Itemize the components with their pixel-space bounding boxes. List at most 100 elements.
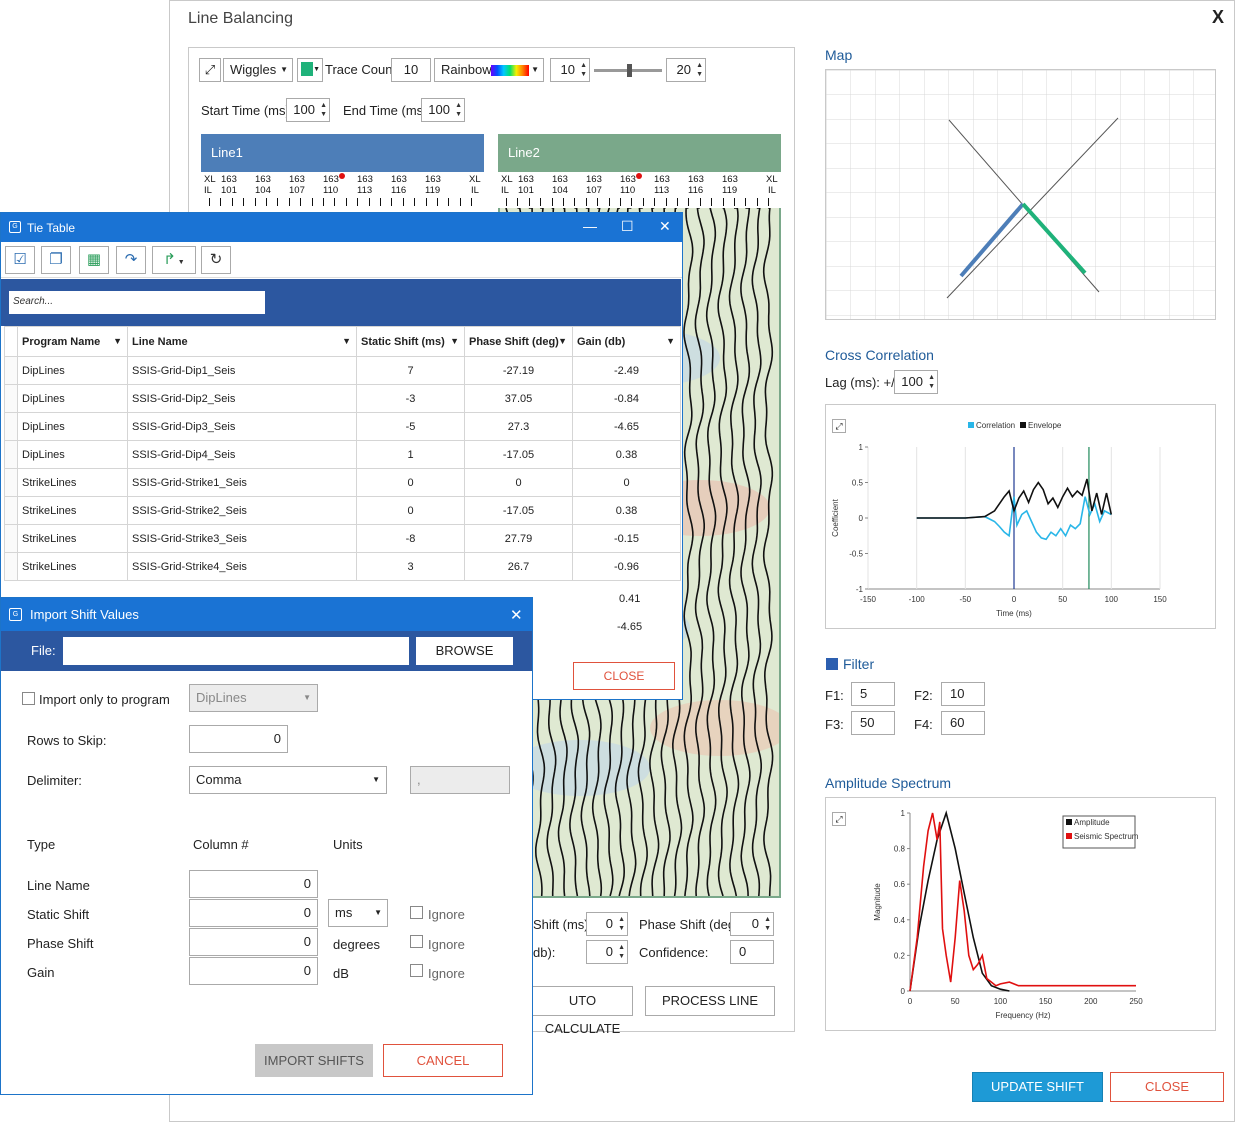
- row-selector[interactable]: [4, 524, 18, 553]
- table-row[interactable]: StrikeLines SSIS-Grid-Strike2_Seis 0 -17.05…: [4, 496, 681, 525]
- gain-spinner[interactable]: 0: [586, 940, 628, 964]
- static-ignore-checkbox[interactable]: [410, 906, 423, 919]
- copy-icon[interactable]: ❐: [41, 246, 71, 274]
- close-button[interactable]: CLOSE: [1110, 1072, 1224, 1102]
- close-icon[interactable]: ✕: [659, 218, 671, 234]
- line-name-column-input[interactable]: 0: [189, 870, 318, 898]
- table-cell[interactable]: -0.15: [572, 524, 681, 553]
- phase-shift-spinner[interactable]: 0: [730, 912, 774, 936]
- table-cell[interactable]: DipLines: [17, 412, 128, 441]
- row-selector[interactable]: [4, 412, 18, 441]
- close-icon[interactable]: ✕: [510, 607, 523, 624]
- import-shifts-button[interactable]: IMPORT SHIFTS: [255, 1044, 373, 1077]
- row-selector[interactable]: [4, 468, 18, 497]
- table-cell[interactable]: StrikeLines: [17, 552, 128, 581]
- refresh-icon[interactable]: ↻: [201, 246, 231, 274]
- table-cell[interactable]: SSIS-Grid-Strike2_Seis: [127, 496, 357, 525]
- table-cell[interactable]: 0.38: [572, 440, 681, 469]
- table-cell[interactable]: -3: [356, 384, 465, 413]
- confidence-input[interactable]: 0: [730, 940, 774, 964]
- check-all-icon[interactable]: ☑: [5, 246, 35, 274]
- import-only-checkbox[interactable]: [22, 692, 35, 705]
- table-cell[interactable]: 1: [356, 440, 465, 469]
- f1-input[interactable]: 5: [851, 682, 895, 706]
- column-header[interactable]: Phase Shift (deg) ▼: [464, 326, 573, 357]
- tie-table-close-button[interactable]: CLOSE: [573, 662, 675, 690]
- close-icon[interactable]: X: [1211, 7, 1224, 27]
- table-cell[interactable]: SSIS-Grid-Dip3_Seis: [127, 412, 357, 441]
- table-cell[interactable]: 0: [464, 468, 573, 497]
- static-shift-column-input[interactable]: 0: [189, 899, 318, 927]
- start-time-spinner[interactable]: 100: [286, 98, 330, 122]
- export-icon[interactable]: ↱ ▼: [152, 246, 196, 274]
- table-cell[interactable]: StrikeLines: [17, 468, 128, 497]
- table-cell[interactable]: SSIS-Grid-Strike3_Seis: [127, 524, 357, 553]
- table-cell[interactable]: -0.84: [572, 384, 681, 413]
- table-row[interactable]: DipLines SSIS-Grid-Dip1_Seis 7 -27.19 -2.49: [4, 356, 681, 385]
- table-cell[interactable]: 3: [356, 552, 465, 581]
- update-shift-table-button[interactable]: UPDATE SHIFT TABLE: [972, 1072, 1103, 1122]
- column-header[interactable]: Static Shift (ms) ▼: [356, 326, 465, 357]
- map-view[interactable]: [825, 69, 1216, 320]
- f4-input[interactable]: 60: [941, 711, 985, 735]
- maximize-icon[interactable]: ☐: [621, 218, 634, 234]
- fit-view-button[interactable]: ⤢: [199, 58, 221, 82]
- search-input[interactable]: Search...: [9, 291, 265, 314]
- f2-input[interactable]: 10: [941, 682, 985, 706]
- table-cell[interactable]: -2.49: [572, 356, 681, 385]
- process-line-button[interactable]: PROCESS LINE: [645, 986, 775, 1016]
- table-row[interactable]: StrikeLines SSIS-Grid-Strike3_Seis -8 27.79…: [4, 524, 681, 553]
- row-selector[interactable]: [4, 552, 18, 581]
- static-units-dropdown[interactable]: ms ▼: [328, 899, 388, 927]
- table-cell[interactable]: -8: [356, 524, 465, 553]
- filter-icon[interactable]: ▼: [113, 336, 122, 346]
- table-row[interactable]: StrikeLines SSIS-Grid-Strike1_Seis 0 0 0: [4, 468, 681, 497]
- delimiter-dropdown[interactable]: Comma ▼: [189, 766, 387, 794]
- tie-table-titlebar[interactable]: G Tie Table — ☐ ✕: [1, 213, 682, 242]
- table-cell[interactable]: SSIS-Grid-Strike4_Seis: [127, 552, 357, 581]
- lag-spinner[interactable]: 100: [894, 370, 938, 394]
- table-cell[interactable]: DipLines: [17, 440, 128, 469]
- table-cell[interactable]: 37.05: [464, 384, 573, 413]
- cancel-button[interactable]: CANCEL: [383, 1044, 503, 1077]
- trace-count-input[interactable]: 10: [391, 58, 431, 82]
- gain-column-input[interactable]: 0: [189, 957, 318, 985]
- phase-shift-column-input[interactable]: 0: [189, 928, 318, 956]
- table-cell[interactable]: SSIS-Grid-Dip2_Seis: [127, 384, 357, 413]
- table-cell[interactable]: 0: [356, 468, 465, 497]
- filter-checkbox[interactable]: [826, 658, 838, 670]
- static-shift-spinner[interactable]: 0: [586, 912, 628, 936]
- color-picker[interactable]: ▼: [297, 58, 323, 82]
- table-cell[interactable]: -0.96: [572, 552, 681, 581]
- filter-icon[interactable]: ▼: [450, 336, 459, 346]
- filter-icon[interactable]: ▼: [342, 336, 351, 346]
- table-cell[interactable]: DipLines: [17, 384, 128, 413]
- rows-to-skip-input[interactable]: 0: [189, 725, 288, 753]
- table-cell[interactable]: -17.05: [464, 496, 573, 525]
- range-min-spinner[interactable]: 10: [550, 58, 590, 82]
- table-row[interactable]: StrikeLines SSIS-Grid-Strike4_Seis 3 26.7 -0…: [4, 552, 681, 581]
- range-slider[interactable]: [594, 64, 662, 77]
- table-cell[interactable]: StrikeLines: [17, 524, 128, 553]
- table-cell[interactable]: 0.38: [572, 496, 681, 525]
- row-selector[interactable]: [4, 356, 18, 385]
- filter-icon[interactable]: ▼: [558, 336, 567, 346]
- table-cell[interactable]: SSIS-Grid-Strike1_Seis: [127, 468, 357, 497]
- range-max-spinner[interactable]: 20: [666, 58, 706, 82]
- grid-color-icon[interactable]: ▦: [79, 246, 109, 274]
- table-row[interactable]: DipLines SSIS-Grid-Dip3_Seis -5 27.3 -4.65: [4, 412, 681, 441]
- row-selector[interactable]: [4, 440, 18, 469]
- auto-calculate-button[interactable]: UTO CALCULATE: [533, 986, 633, 1036]
- display-mode-dropdown[interactable]: Wiggles ▼: [223, 58, 293, 82]
- gain-ignore-checkbox[interactable]: [410, 964, 423, 977]
- column-header[interactable]: Line Name ▼: [127, 326, 357, 357]
- table-cell[interactable]: 0: [572, 468, 681, 497]
- minimize-icon[interactable]: —: [583, 218, 597, 234]
- table-row[interactable]: DipLines SSIS-Grid-Dip2_Seis -3 37.05 -0.84: [4, 384, 681, 413]
- table-cell[interactable]: 0: [356, 496, 465, 525]
- table-cell[interactable]: -4.65: [572, 412, 681, 441]
- file-path-input[interactable]: [63, 637, 409, 665]
- table-cell[interactable]: SSIS-Grid-Dip1_Seis: [127, 356, 357, 385]
- table-cell[interactable]: 7: [356, 356, 465, 385]
- table-cell[interactable]: 27.3: [464, 412, 573, 441]
